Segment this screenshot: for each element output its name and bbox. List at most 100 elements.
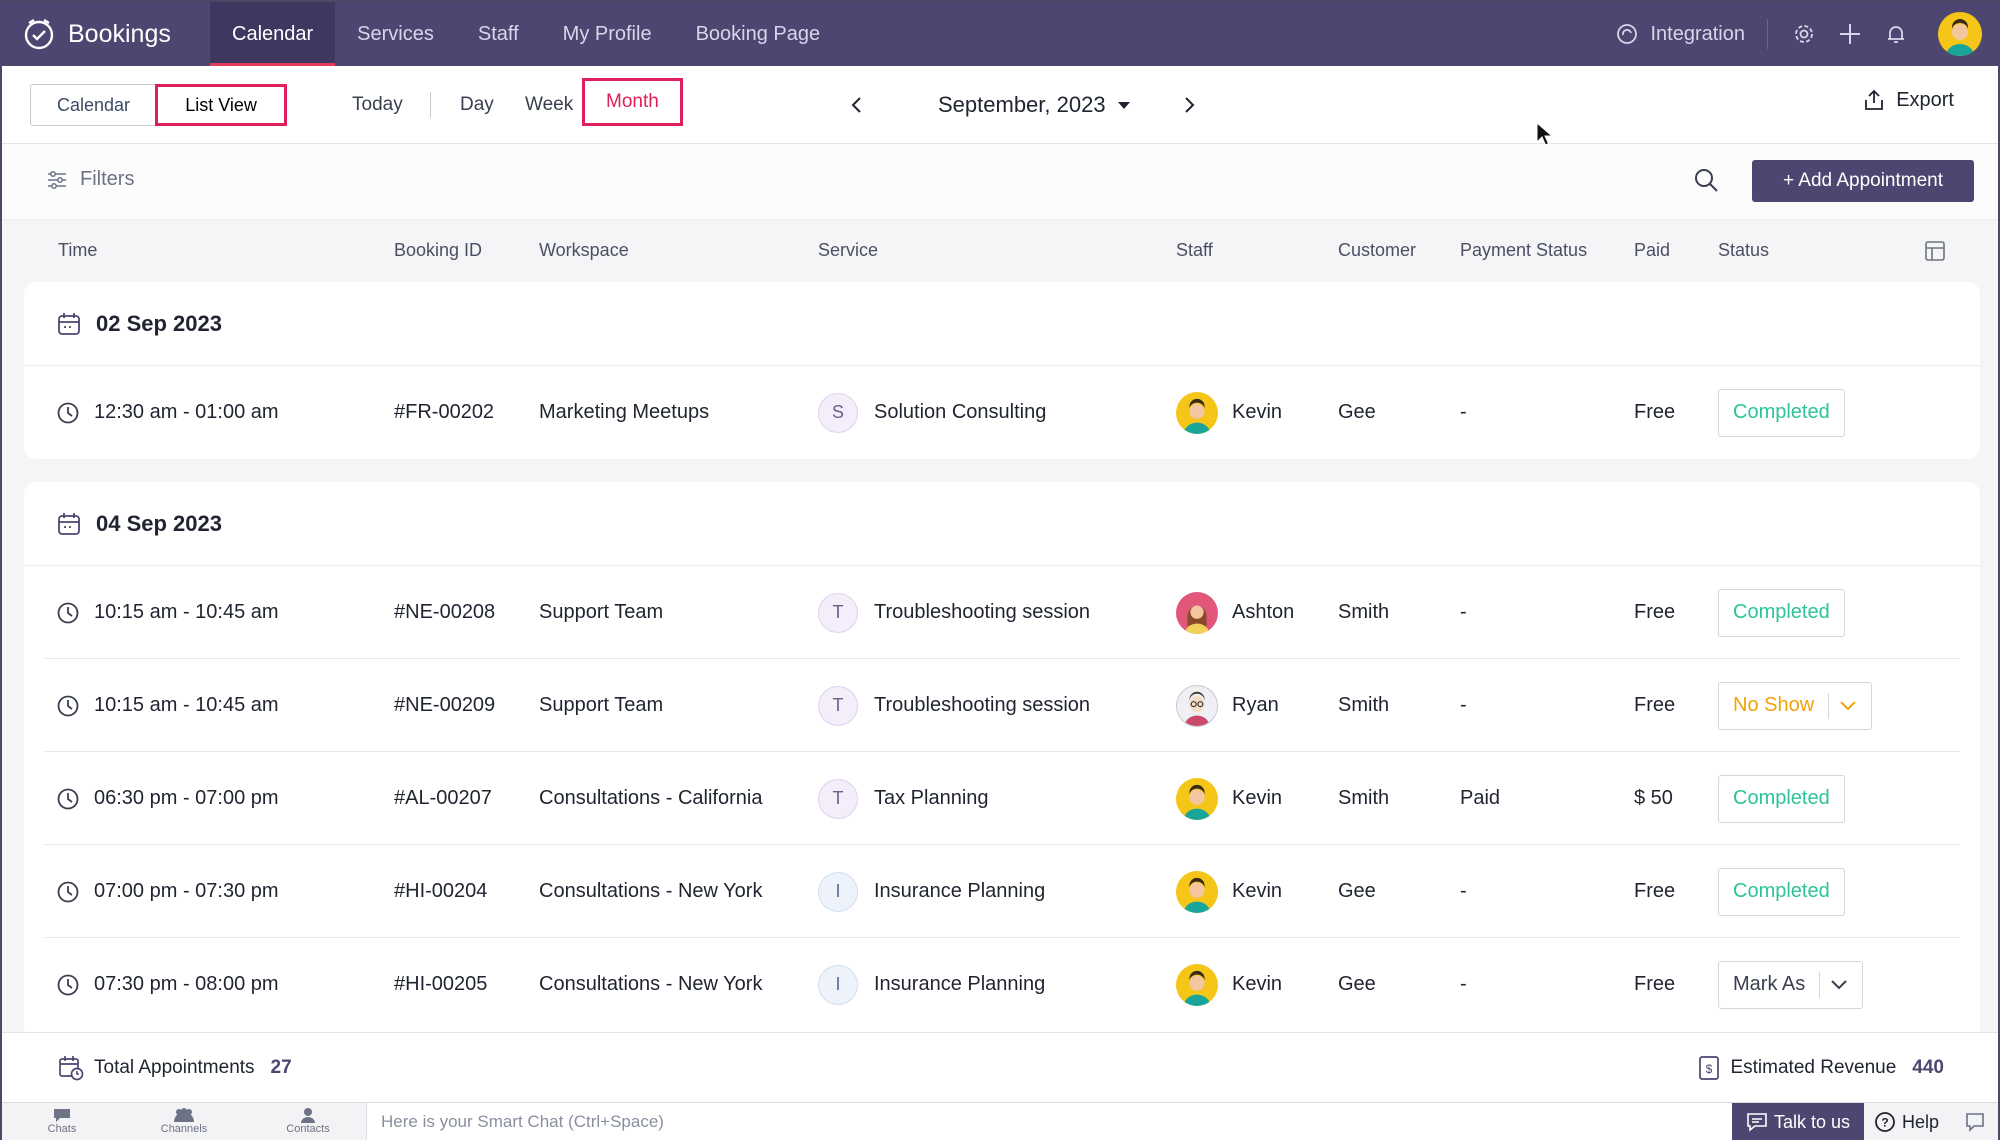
column-header-service[interactable]: Service	[818, 240, 879, 260]
status-dropdown[interactable]: No Show	[1718, 681, 1873, 730]
talk-to-us-label: Talk to us	[1773, 1111, 1851, 1132]
status-dropdown-toggle[interactable]	[1819, 971, 1848, 998]
service-initial-badge: I	[818, 964, 858, 1005]
column-header-time[interactable]: Time	[58, 240, 98, 260]
staff-cell: Kevin	[1176, 752, 1282, 845]
column-header-workspace[interactable]: Workspace	[539, 240, 629, 260]
staff-name: Kevin	[1232, 973, 1283, 995]
feedback-icon[interactable]	[1964, 1111, 1986, 1133]
payment-status: Paid	[1460, 787, 1501, 809]
settings-button[interactable]	[1782, 12, 1826, 56]
contacts-tab[interactable]: Contacts	[248, 1107, 368, 1135]
service-name: Troubleshooting session	[874, 694, 1091, 716]
add-appointment-button[interactable]: + Add Appointment	[1752, 160, 1974, 202]
nav-tab-services[interactable]: Services	[357, 22, 434, 45]
staff-avatar	[1176, 391, 1218, 434]
booking-id[interactable]: #FR-00202	[394, 401, 495, 423]
user-avatar[interactable]	[1938, 12, 1982, 56]
nav-tab-calendar[interactable]: Calendar	[210, 2, 336, 66]
column-header-booking-id[interactable]: Booking ID	[394, 240, 483, 260]
clock-icon	[57, 695, 79, 716]
chats-tab[interactable]: Chats	[2, 1107, 122, 1135]
service-cell: T Troubleshooting session	[818, 659, 1090, 752]
status-cell: No Show	[1718, 659, 1873, 752]
table-row[interactable]: 07:30 pm - 08:00 pm #HI-00205 Consultati…	[24, 938, 1980, 1031]
workspace: Consultations - California	[539, 787, 763, 809]
caret-down-icon[interactable]	[1116, 99, 1132, 111]
nav-tab-staff[interactable]: Staff	[477, 22, 519, 45]
app-name: Bookings	[68, 19, 171, 48]
mouse-pointer-icon	[1536, 122, 1554, 146]
smart-chat-input[interactable]: Here is your Smart Chat (Ctrl+Space)	[366, 1103, 1732, 1140]
staff-avatar	[1176, 591, 1218, 634]
service-name: Insurance Planning	[874, 880, 1046, 902]
plus-icon	[1840, 24, 1860, 44]
chevron-right-icon[interactable]	[1178, 94, 1200, 116]
calendar-view-button[interactable]: Calendar	[57, 94, 131, 115]
status-badge[interactable]: Completed	[1718, 588, 1845, 637]
table-row[interactable]: 06:30 pm - 07:00 pm #AL-00207 Consultati…	[24, 752, 1980, 845]
month-button[interactable]: Month	[582, 78, 683, 126]
list-view-button[interactable]: List View	[155, 84, 288, 126]
column-header-customer[interactable]: Customer	[1338, 240, 1417, 260]
service-name: Troubleshooting session	[874, 601, 1091, 623]
bell-icon	[1888, 26, 1904, 43]
booking-id[interactable]: #AL-00207	[394, 787, 492, 809]
paid-amount: $ 50	[1634, 787, 1673, 809]
week-button[interactable]: Week	[525, 94, 574, 115]
booking-id[interactable]: #HI-00204	[394, 880, 488, 902]
status-badge[interactable]: Completed	[1718, 867, 1845, 916]
user-avatar-image	[1946, 19, 1974, 56]
status-badge[interactable]: Completed	[1718, 774, 1845, 823]
service-initial-badge: T	[818, 685, 858, 726]
table-row[interactable]: 10:15 am - 10:45 am #NE-00208 Support Te…	[24, 566, 1980, 659]
channels-tab[interactable]: Channels	[124, 1107, 244, 1135]
appointment-time: 07:00 pm - 07:30 pm	[94, 880, 279, 902]
booking-id[interactable]: #NE-00208	[394, 601, 496, 623]
filters-button[interactable]: Filters	[46, 168, 134, 191]
column-header-staff[interactable]: Staff	[1176, 240, 1213, 260]
table-row[interactable]: 10:15 am - 10:45 am #NE-00209 Support Te…	[24, 659, 1980, 752]
time-cell: 07:00 pm - 07:30 pm	[56, 845, 279, 938]
service-cell: I Insurance Planning	[818, 938, 1045, 1031]
date-group-header: 04 Sep 2023	[24, 482, 1980, 566]
today-button[interactable]: Today	[352, 94, 403, 115]
column-header-status[interactable]: Status	[1718, 240, 1770, 260]
talk-to-us-button[interactable]: Talk to us	[1732, 1103, 1864, 1140]
summary-bar: Total Appointments 27 $ Estimated Revenu…	[2, 1032, 1998, 1102]
mark-as-dropdown[interactable]: Mark As	[1718, 960, 1864, 1009]
table-row[interactable]: 07:00 pm - 07:30 pm #HI-00204 Consultati…	[24, 845, 1980, 938]
table-settings-icon[interactable]	[1924, 240, 1946, 262]
paid-amount: Free	[1634, 973, 1676, 995]
service-name: Tax Planning	[874, 787, 989, 809]
staff-cell: Kevin	[1176, 366, 1282, 459]
chevron-left-icon[interactable]	[846, 94, 868, 116]
nav-tab-my-profile[interactable]: My Profile	[562, 22, 652, 45]
status-dropdown-toggle[interactable]	[1828, 692, 1857, 719]
column-header-payment-status[interactable]: Payment Status	[1460, 240, 1588, 260]
day-button[interactable]: Day	[460, 94, 494, 115]
app-brand[interactable]: Bookings	[2, 2, 210, 66]
contacts-label: Contacts	[286, 1123, 330, 1135]
export-icon	[1865, 89, 1884, 110]
booking-id[interactable]: #HI-00205	[394, 973, 488, 995]
calendar-toolbar: Calendar List View Today Day Week Month …	[2, 66, 1998, 144]
integration-link[interactable]: Integration	[1616, 19, 1768, 49]
booking-id[interactable]: #NE-00209	[394, 694, 496, 716]
nav-tab-booking-page[interactable]: Booking Page	[695, 22, 821, 45]
add-button[interactable]	[1828, 12, 1872, 56]
notifications-button[interactable]	[1874, 12, 1918, 56]
help-button[interactable]: ? Help	[1874, 1103, 1939, 1140]
export-button[interactable]: Export	[1862, 88, 1954, 112]
status-badge[interactable]: Completed	[1718, 388, 1845, 437]
current-period-label[interactable]: September, 2023	[938, 92, 1106, 117]
service-cell: T Tax Planning	[818, 752, 989, 845]
chats-label: Chats	[47, 1123, 77, 1135]
table-row[interactable]: 12:30 am - 01:00 am #FR-00202 Marketing …	[24, 366, 1980, 459]
search-button[interactable]	[1692, 166, 1720, 199]
status-cell: Completed	[1718, 845, 1845, 938]
column-header-paid[interactable]: Paid	[1634, 240, 1671, 260]
service-initial-badge: S	[818, 392, 858, 433]
payment-status: -	[1460, 880, 1467, 902]
appointment-time: 10:15 am - 10:45 am	[94, 601, 279, 623]
